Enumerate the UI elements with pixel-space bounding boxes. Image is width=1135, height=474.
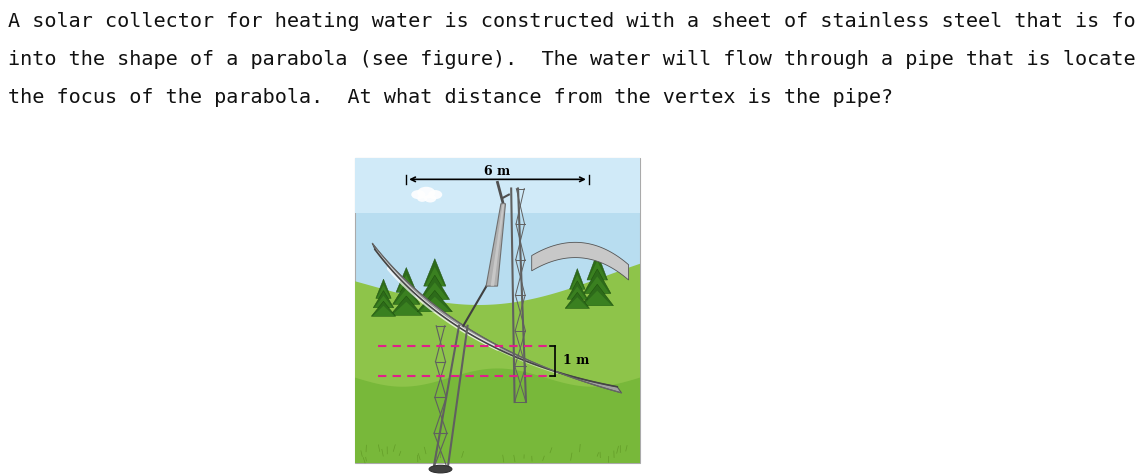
Polygon shape [486, 204, 505, 286]
Bar [434, 286, 436, 301]
Polygon shape [588, 261, 606, 280]
Polygon shape [423, 259, 446, 286]
Polygon shape [355, 264, 640, 463]
Polygon shape [390, 296, 422, 315]
Polygon shape [392, 302, 421, 315]
Text: A solar collector for heating water is constructed with a sheet of stainless ste: A solar collector for heating water is c… [8, 12, 1135, 31]
Polygon shape [371, 301, 396, 316]
Text: 1 m: 1 m [563, 355, 589, 367]
Polygon shape [421, 283, 448, 300]
Polygon shape [419, 297, 451, 312]
Polygon shape [420, 275, 449, 300]
Ellipse shape [424, 195, 436, 202]
Ellipse shape [428, 190, 443, 199]
Polygon shape [372, 244, 622, 393]
Text: the focus of the parabola.  At what distance from the vertex is the pipe?: the focus of the parabola. At what dista… [8, 88, 893, 107]
Polygon shape [424, 267, 445, 286]
Bar [596, 280, 598, 295]
Polygon shape [418, 291, 453, 312]
Polygon shape [355, 368, 640, 463]
Polygon shape [582, 291, 612, 306]
Polygon shape [566, 297, 588, 309]
Polygon shape [571, 275, 585, 289]
Polygon shape [587, 253, 607, 280]
Polygon shape [372, 306, 395, 316]
Polygon shape [393, 283, 420, 304]
Bar [355, 158, 640, 213]
Ellipse shape [418, 195, 427, 202]
Ellipse shape [418, 187, 435, 199]
Polygon shape [583, 269, 611, 293]
Polygon shape [565, 292, 589, 309]
Text: into the shape of a parabola (see figure).  The water will flow through a pipe t: into the shape of a parabola (see figure… [8, 50, 1135, 69]
Polygon shape [394, 289, 419, 304]
Polygon shape [490, 204, 504, 286]
Polygon shape [375, 296, 393, 308]
Text: 6 m: 6 m [485, 165, 511, 178]
Ellipse shape [411, 190, 426, 199]
Bar [405, 292, 407, 306]
Bar [355, 158, 640, 463]
Polygon shape [568, 286, 587, 299]
Polygon shape [377, 285, 390, 298]
Polygon shape [397, 275, 415, 292]
Polygon shape [373, 291, 394, 308]
Polygon shape [581, 284, 614, 306]
Bar [382, 298, 385, 309]
Polygon shape [585, 276, 609, 293]
Polygon shape [376, 279, 392, 298]
Bar [577, 289, 579, 301]
Ellipse shape [429, 465, 452, 473]
Polygon shape [568, 281, 588, 299]
Polygon shape [396, 267, 417, 292]
Polygon shape [531, 242, 629, 280]
Polygon shape [570, 269, 585, 289]
